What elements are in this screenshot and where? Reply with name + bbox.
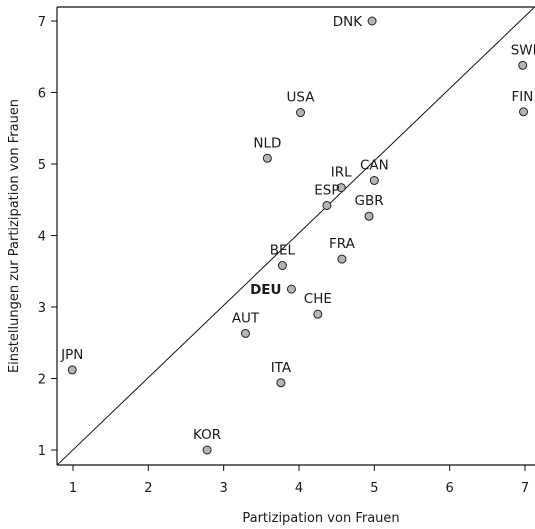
data-point [276,378,286,388]
x-tick-label: 3 [220,481,228,496]
data-point [364,211,374,221]
point-label: USA [287,90,316,106]
data-point [286,284,296,294]
y-tick-label: 2 [38,373,46,388]
point-label: NLD [253,135,281,151]
y-tick-label: 3 [38,301,46,316]
data-point [277,261,287,271]
data-point [296,108,306,118]
y-tick-label: 7 [38,15,46,30]
x-axis-ticks: 1 2 3 4 5 6 7 [69,465,529,496]
point-label: DEU [250,282,281,298]
point-label: GBR [355,193,384,209]
x-tick-label: 6 [446,481,454,496]
data-point [518,60,528,70]
point-label: AUT [232,310,260,326]
x-tick-label: 7 [521,481,529,496]
point-label: KOR [193,427,221,443]
y-tick-label: 4 [38,230,46,245]
data-point [313,309,323,319]
y-axis-ticks: 1 2 3 4 5 6 7 [38,15,57,459]
data-point [369,175,379,185]
x-tick-label: 4 [295,481,303,496]
point-label: CHE [304,291,332,307]
y-tick-label: 5 [38,158,46,173]
point-label: FRA [329,236,356,252]
point-label: ITA [271,360,292,376]
y-tick-label: 6 [38,87,46,102]
data-point [67,365,77,375]
data-point [337,254,347,264]
data-point [367,16,377,26]
point-label: CAN [360,157,389,173]
point-label: FIN [511,89,533,105]
data-point [262,153,272,163]
reference-diagonal-line [57,6,535,465]
data-point [336,183,346,193]
y-tick-label: 1 [38,444,46,459]
data-point [322,200,332,210]
point-label: DNK [333,14,363,30]
y-axis-label: Einstellungen zur Partizipation von Frau… [7,99,22,373]
point-label: BEL [270,243,296,259]
point-label: ESP [314,182,339,198]
x-axis-label: Partizipation von Frauen [242,511,399,526]
point-label: SWE [511,42,535,58]
data-point [202,445,212,455]
data-point [518,107,528,117]
point-label: JPN [60,347,83,363]
x-tick-label: 5 [370,481,378,496]
x-tick-label: 1 [69,481,77,496]
point-label: IRL [331,165,352,181]
data-point [241,328,251,338]
plot-area: 1 2 3 4 5 6 7 1 2 3 4 5 6 7 DNK SWE FIN USA NLD CAN IRLESP… [38,6,535,496]
x-tick-label: 2 [144,481,152,496]
